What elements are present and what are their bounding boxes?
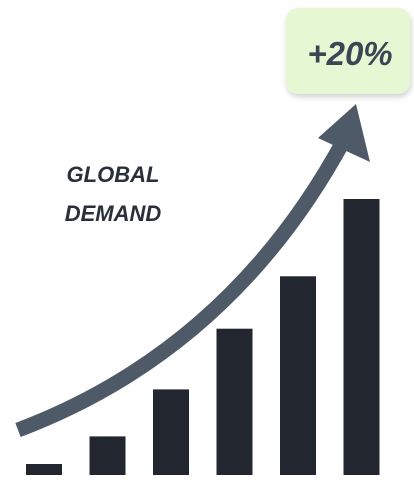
- bar-2: [89, 436, 126, 475]
- trend-arrow-shaft: [15, 136, 351, 438]
- bar-group: [26, 199, 380, 475]
- trend-label-line-2: DEMAND: [65, 201, 162, 226]
- bar-6: [343, 199, 380, 475]
- bar-1: [26, 464, 62, 475]
- percentage-badge-text: +20%: [307, 35, 392, 72]
- trend-arrow-head: [318, 104, 370, 162]
- bar-4: [216, 328, 253, 475]
- percentage-badge-background: [286, 8, 410, 94]
- percentage-badge: +20%: [286, 8, 410, 94]
- trend-arrow: [15, 104, 370, 438]
- trend-label: GLOBAL DEMAND: [65, 162, 162, 226]
- bar-5: [280, 276, 316, 475]
- trend-label-line-1: GLOBAL: [67, 162, 160, 187]
- bar-3: [153, 389, 189, 475]
